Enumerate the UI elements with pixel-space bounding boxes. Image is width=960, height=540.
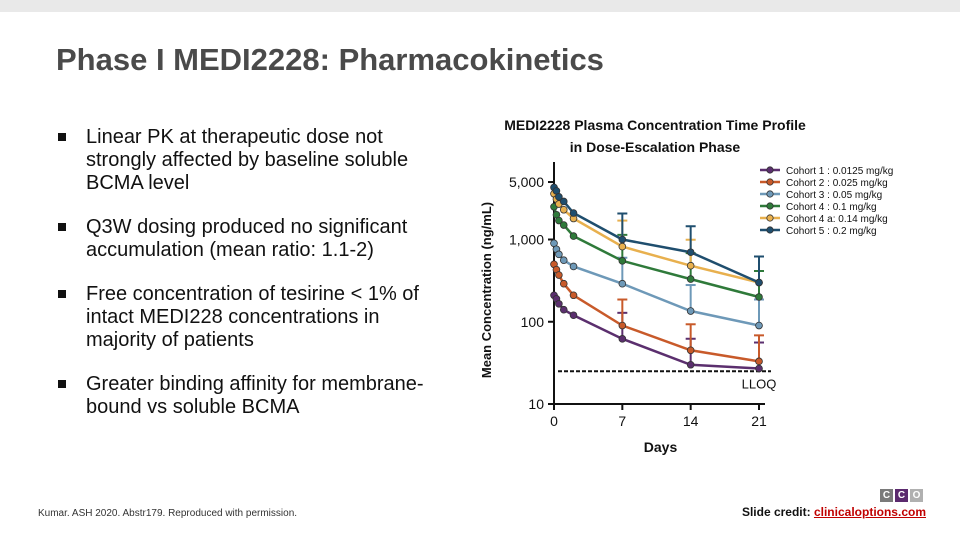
- logo-letter: C: [895, 489, 908, 502]
- legend-swatch-marker: [766, 214, 774, 222]
- lloq-label: LLOQ: [742, 376, 777, 391]
- data-point: [618, 279, 627, 288]
- data-point: [559, 256, 568, 265]
- data-point: [555, 216, 563, 225]
- data-point: [559, 279, 568, 288]
- data-point: [559, 205, 568, 214]
- data-point: [618, 257, 627, 265]
- bullet-text: Q3W dosing produced no significant accum…: [86, 216, 408, 261]
- data-point: [686, 346, 695, 355]
- y-tick-label: 5,000: [509, 174, 544, 190]
- slide-title: Phase I MEDI2228: Pharmacokinetics: [56, 42, 604, 77]
- legend-swatch-marker: [766, 166, 774, 174]
- data-point: [555, 250, 563, 259]
- data-point: [686, 307, 695, 315]
- data-point: [686, 275, 695, 283]
- data-point: [618, 321, 627, 330]
- bullet-list: Linear PK at therapeutic dose not strong…: [56, 126, 436, 440]
- slide-credit: Slide credit: clinicaloptions.com: [742, 505, 926, 519]
- data-point: [755, 321, 763, 330]
- logo-letter: O: [910, 489, 923, 502]
- bullet-text: Greater binding affinity for membrane-bo…: [86, 373, 424, 418]
- top-banner: [0, 0, 960, 12]
- bullet-item: Linear PK at therapeutic dose not strong…: [56, 126, 436, 195]
- legend-entry: Cohort 4 : 0.1 mg/kg: [786, 202, 877, 213]
- cco-logo: C C O: [880, 489, 923, 502]
- legend-swatch-marker: [766, 190, 774, 198]
- bullet-text: Linear PK at therapeutic dose not strong…: [86, 126, 409, 194]
- data-point: [559, 221, 568, 229]
- bullet-item: Greater binding affinity for membrane-bo…: [56, 373, 436, 419]
- x-tick-label: 7: [618, 413, 626, 429]
- data-point: [569, 262, 578, 271]
- chart-title: MEDI2228 Plasma Concentration Time Profi…: [504, 117, 806, 155]
- data-point: [686, 248, 695, 257]
- legend-entry: Cohort 2 : 0.025 mg/kg: [786, 178, 888, 189]
- data-point: [618, 335, 627, 343]
- pk-chart: MEDI2228 Plasma Concentration Time Profi…: [479, 117, 893, 455]
- x-tick-label: 0: [550, 413, 558, 429]
- y-tick-label: 100: [521, 314, 545, 330]
- data-point: [569, 311, 578, 320]
- credit-label: Slide credit:: [741, 505, 814, 519]
- data-point: [755, 293, 763, 301]
- series-line: [552, 186, 760, 284]
- x-tick-label: 14: [683, 413, 699, 429]
- footer-reference: Kumar. ASH 2020. Abstr179. Reproduced wi…: [38, 508, 298, 519]
- legend-swatch-marker: [766, 202, 774, 210]
- legend-swatch-marker: [766, 226, 774, 234]
- series-line: [552, 263, 760, 363]
- bullet-text: Free concentration of tesirine < 1% of i…: [86, 283, 419, 351]
- data-point: [559, 305, 568, 314]
- data-point: [755, 278, 763, 287]
- legend-entry: Cohort 4 a: 0.14 mg/kg: [786, 214, 888, 225]
- logo-letter: C: [880, 489, 893, 502]
- x-axis-label: Days: [644, 439, 678, 455]
- x-tick-label: 21: [751, 413, 767, 429]
- data-point: [569, 232, 578, 240]
- data-point: [618, 235, 627, 244]
- data-point: [755, 357, 763, 366]
- data-point: [555, 300, 563, 308]
- bullet-item: Q3W dosing produced no significant accum…: [56, 216, 436, 262]
- data-point: [555, 271, 563, 279]
- credit-link[interactable]: clinicaloptions.com: [813, 505, 926, 519]
- data-point: [559, 197, 568, 206]
- legend-entry: Cohort 3 : 0.05 mg/kg: [786, 190, 882, 201]
- data-point: [555, 193, 563, 201]
- data-point: [618, 242, 627, 251]
- legend-entry: Cohort 1 : 0.0125 mg/kg: [786, 166, 893, 177]
- legend-swatch-marker: [766, 178, 774, 186]
- y-axis-label: Mean Concentration (ng/mL): [479, 202, 494, 378]
- y-tick-label: 10: [528, 396, 544, 412]
- data-point: [686, 360, 695, 369]
- data-point: [755, 364, 763, 373]
- data-point: [569, 291, 578, 300]
- data-point: [569, 209, 578, 217]
- square-bullet-icon: [58, 223, 66, 231]
- bullet-item: Free concentration of tesirine < 1% of i…: [56, 283, 436, 352]
- square-bullet-icon: [58, 290, 66, 298]
- y-tick-label: 1,000: [509, 232, 544, 248]
- legend-entry: Cohort 5 : 0.2 mg/kg: [786, 226, 877, 237]
- square-bullet-icon: [58, 380, 66, 388]
- square-bullet-icon: [58, 133, 66, 141]
- data-point: [686, 261, 695, 270]
